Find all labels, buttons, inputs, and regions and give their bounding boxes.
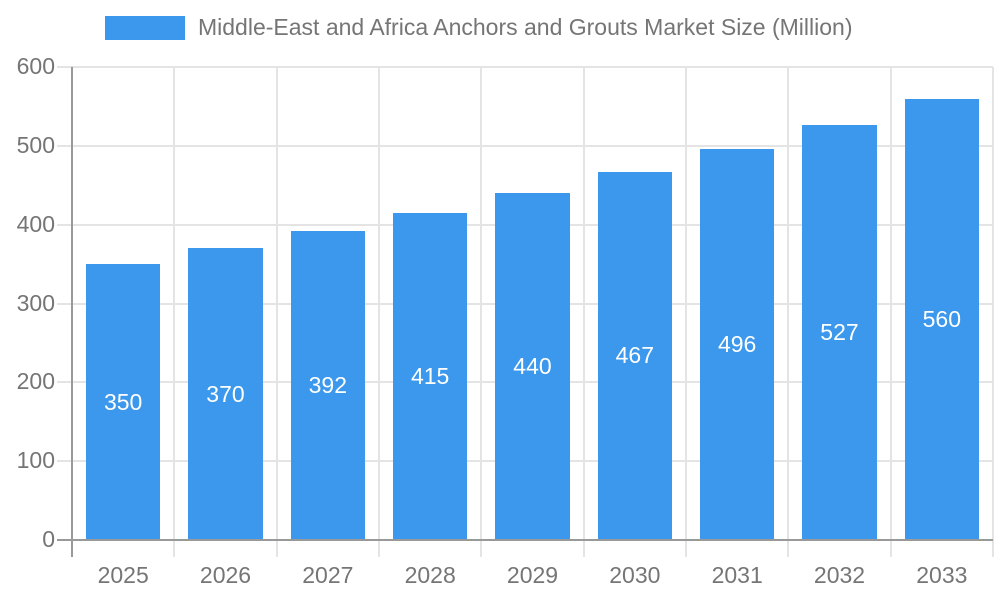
x-gridline <box>480 67 483 557</box>
x-tick-label: 2031 <box>711 562 763 588</box>
x-gridline <box>889 67 892 557</box>
x-gridline <box>173 67 176 557</box>
bar-2031[interactable]: 496 <box>700 148 775 540</box>
bar-value-label: 527 <box>820 318 859 345</box>
x-gridline <box>685 67 687 557</box>
bar-2028[interactable]: 415 <box>393 212 468 540</box>
bar-2030[interactable]: 467 <box>597 171 672 540</box>
bar-value-label: 370 <box>206 380 245 407</box>
legend-swatch <box>105 15 185 40</box>
bar-2026[interactable]: 370 <box>188 248 263 540</box>
x-tick-label: 2025 <box>97 562 149 588</box>
x-axis-line <box>57 539 993 541</box>
y-axis-line <box>71 67 73 557</box>
y-tick-label: 100 <box>16 447 55 474</box>
x-tick-label: 2033 <box>916 562 968 588</box>
bar-2033[interactable]: 560 <box>904 98 979 540</box>
x-gridline <box>787 67 790 557</box>
bar-value-label: 415 <box>410 362 450 389</box>
bar-2029[interactable]: 440 <box>495 193 570 540</box>
y-tick-label: 600 <box>16 52 55 79</box>
bar-2025[interactable]: 350 <box>86 264 161 540</box>
x-tick-label: 2032 <box>813 562 866 588</box>
x-tick-label: 2027 <box>302 562 354 588</box>
y-tick-label: 400 <box>16 210 55 237</box>
x-gridline <box>582 67 585 557</box>
x-tick-label: 2029 <box>506 562 559 588</box>
bar-2032[interactable]: 527 <box>802 124 877 540</box>
legend-label: Middle-East and Africa Anchors and Grout… <box>198 14 853 40</box>
y-tick-label: 200 <box>16 368 55 395</box>
bar-value-label: 560 <box>922 305 962 332</box>
x-gridline <box>378 67 380 557</box>
y-gridline <box>57 66 993 68</box>
bar-2027[interactable]: 392 <box>290 230 365 540</box>
x-tick-label: 2026 <box>199 562 252 588</box>
y-tick-label: 0 <box>42 525 55 552</box>
y-tick-label: 500 <box>16 131 55 158</box>
x-tick-label: 2028 <box>404 562 456 588</box>
bar-value-label: 496 <box>717 330 757 357</box>
x-tick-label: 2030 <box>609 562 661 588</box>
bar-value-label: 440 <box>513 353 552 380</box>
x-gridline <box>992 67 994 557</box>
x-gridline <box>275 67 278 557</box>
y-gridline <box>57 144 993 147</box>
bar-value-label: 350 <box>103 388 143 415</box>
legend-item[interactable]: Middle-East and Africa Anchors and Grout… <box>105 14 853 41</box>
bar-value-label: 392 <box>308 371 348 398</box>
y-tick-label: 300 <box>16 289 55 316</box>
bar-value-label: 467 <box>615 342 655 369</box>
